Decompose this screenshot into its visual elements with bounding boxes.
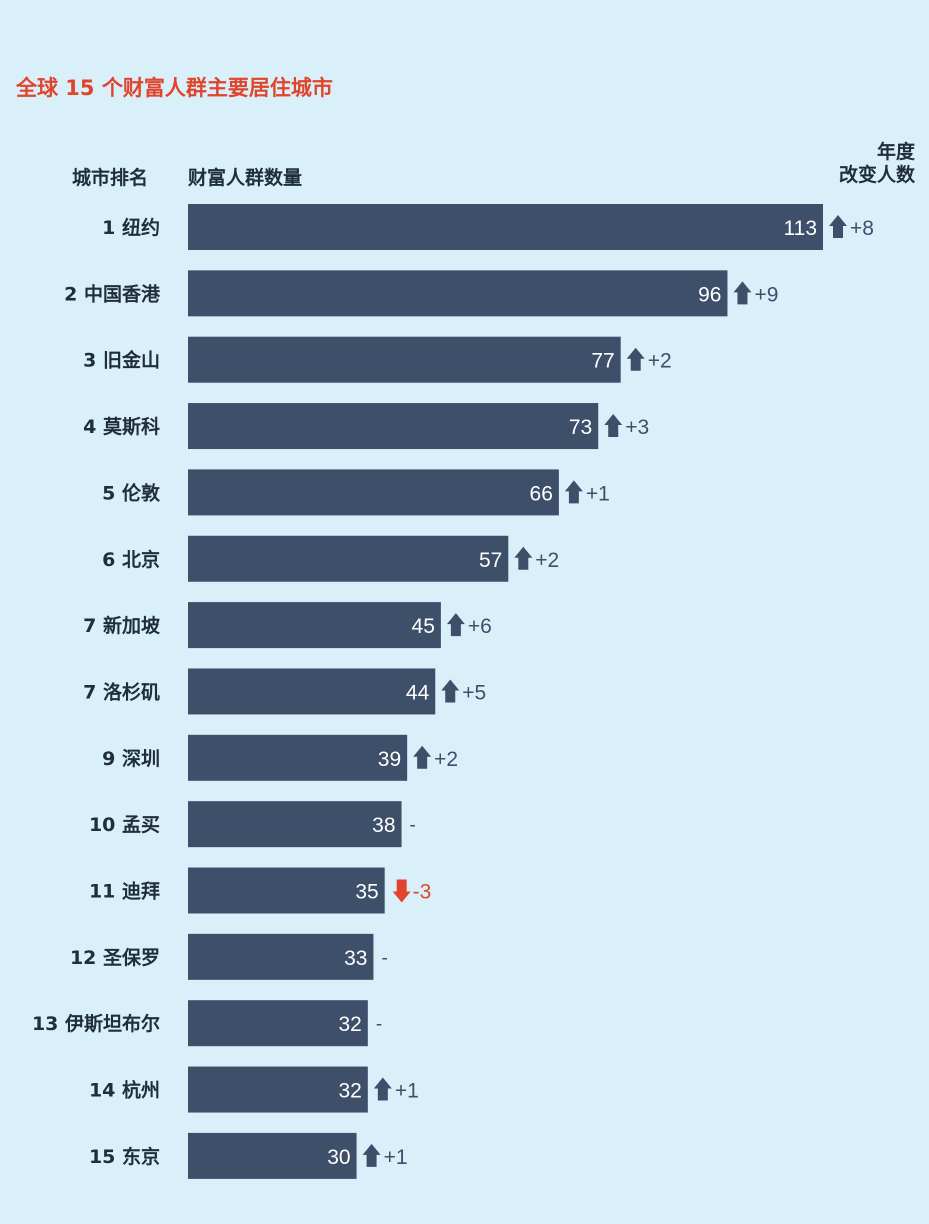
bar: [188, 933, 374, 980]
arrow-up-icon: [373, 1077, 392, 1101]
bar: [188, 1000, 368, 1047]
city-rank-label: 15 东京: [89, 1145, 160, 1168]
arrow-up-icon: [441, 679, 460, 703]
bar-value-label: 45: [412, 615, 435, 638]
bar: [188, 734, 408, 781]
bar-value-label: 73: [569, 416, 592, 439]
count-column-header: 财富人群数量: [188, 167, 303, 189]
change-value: +2: [648, 350, 672, 373]
city-rank-label: 10 孟买: [89, 814, 160, 836]
change-value: +5: [462, 681, 486, 704]
bar-value-label: 35: [355, 881, 378, 904]
bar: [188, 469, 559, 516]
city-rank-label: 7 新加坡: [83, 614, 161, 637]
arrow-up-icon: [604, 414, 623, 438]
change-header-line1: 年度: [876, 141, 915, 163]
bar-value-label: 66: [530, 482, 553, 505]
bar: [188, 801, 402, 848]
bar: [188, 668, 436, 715]
change-value: -: [381, 948, 387, 969]
bar-value-label: 44: [406, 681, 430, 704]
city-rank-label: 5 伦敦: [102, 481, 161, 504]
bar-value-label: 30: [327, 1146, 350, 1169]
bar: [188, 403, 599, 450]
change-value: +8: [850, 217, 874, 240]
bar: [188, 204, 823, 250]
arrow-up-icon: [564, 480, 583, 504]
bar-value-label: 32: [338, 1080, 361, 1103]
city-rank-label: 6 北京: [102, 548, 160, 571]
chart-title: 全球 15 个财富人群主要居住城市: [16, 76, 333, 100]
city-rank-label: 13 伊斯坦布尔: [32, 1012, 160, 1035]
arrow-up-icon: [829, 215, 847, 238]
change-value: -3: [413, 881, 432, 904]
bar-value-label: 39: [378, 748, 401, 771]
city-rank-label: 14 杭州: [89, 1079, 160, 1102]
bar-value-label: 38: [372, 814, 395, 837]
arrow-up-icon: [733, 281, 752, 305]
bar: [188, 270, 728, 317]
bar: [188, 867, 385, 914]
bar-value-label: 96: [698, 283, 721, 306]
arrow-up-icon: [413, 745, 432, 769]
rank-column-header: 城市排名: [72, 167, 149, 189]
arrow-up-icon: [626, 347, 645, 371]
bar: [188, 1066, 368, 1113]
change-value: +9: [754, 283, 778, 306]
change-value: +1: [384, 1146, 408, 1169]
city-rank-label: 4 莫斯科: [83, 415, 160, 438]
change-value: +6: [468, 615, 492, 638]
city-rank-label: 2 中国香港: [64, 282, 161, 305]
city-rank-label: 12 圣保罗: [70, 946, 160, 969]
bar: [188, 336, 621, 383]
change-value: -: [410, 815, 416, 836]
change-column-header: 年度 改变人数: [839, 141, 915, 187]
bar-value-label: 113: [784, 217, 817, 240]
city-rank-label: 7 洛杉矶: [83, 680, 160, 703]
change-value: -: [376, 1014, 382, 1035]
city-rank-label: 3 旧金山: [83, 349, 160, 372]
arrow-down-icon: [392, 879, 411, 903]
bar-value-label: 57: [479, 549, 502, 572]
bar-value-label: 77: [591, 350, 614, 373]
bar: [188, 535, 509, 582]
change-value: +2: [535, 549, 559, 572]
city-rank-label: 1 纽约: [102, 216, 160, 239]
arrow-up-icon: [362, 1143, 381, 1167]
change-value: +1: [395, 1080, 419, 1103]
arrow-up-icon: [514, 546, 533, 570]
change-value: +3: [625, 416, 649, 439]
change-value: +1: [586, 482, 610, 505]
change-value: +2: [434, 748, 458, 771]
bar: [188, 602, 441, 649]
arrow-up-icon: [446, 613, 465, 637]
city-rank-label: 11 迪拜: [89, 881, 160, 903]
city-rank-label: 9 深圳: [102, 747, 160, 770]
bar-value-label: 33: [344, 947, 367, 970]
change-header-line2: 改变人数: [838, 164, 915, 186]
bar: [188, 1132, 357, 1179]
bar-value-label: 32: [338, 1013, 361, 1036]
